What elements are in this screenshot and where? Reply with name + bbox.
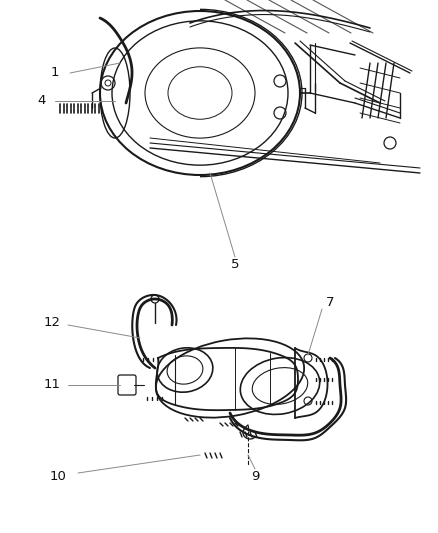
Text: 5: 5 bbox=[231, 259, 239, 271]
Text: 7: 7 bbox=[326, 296, 334, 310]
Text: 11: 11 bbox=[43, 378, 60, 392]
Text: 9: 9 bbox=[251, 471, 259, 483]
Text: 1: 1 bbox=[51, 67, 59, 79]
Text: 12: 12 bbox=[43, 317, 60, 329]
Circle shape bbox=[151, 295, 159, 303]
Text: 10: 10 bbox=[49, 471, 67, 483]
Circle shape bbox=[384, 137, 396, 149]
Text: 4: 4 bbox=[38, 94, 46, 108]
